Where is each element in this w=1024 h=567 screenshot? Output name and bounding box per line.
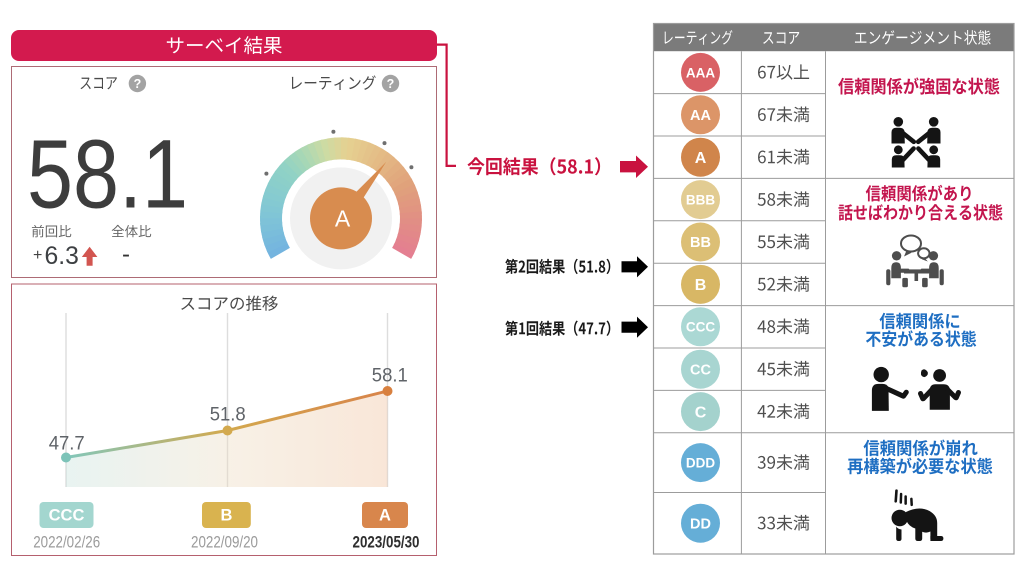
svg-text:2022/09/20: 2022/09/20 — [191, 534, 258, 552]
svg-text:A: A — [695, 150, 707, 167]
svg-text:BB: BB — [690, 235, 711, 251]
svg-text:2022/02/26: 2022/02/26 — [33, 534, 100, 552]
svg-text:AAA: AAA — [686, 65, 715, 80]
svg-text:B: B — [220, 506, 232, 524]
svg-text:?: ? — [134, 77, 142, 91]
svg-text:CCC: CCC — [49, 506, 85, 524]
svg-text:CCC: CCC — [686, 320, 715, 335]
svg-text:2023/05/30: 2023/05/30 — [353, 534, 420, 552]
svg-text:+: + — [33, 247, 42, 264]
svg-text:A: A — [335, 205, 351, 231]
svg-text:C: C — [695, 404, 707, 421]
svg-text:CC: CC — [690, 362, 711, 378]
svg-text:B: B — [695, 277, 707, 294]
svg-text:58.1: 58.1 — [27, 120, 188, 229]
svg-text:A: A — [379, 506, 391, 524]
svg-text:47.7: 47.7 — [49, 434, 85, 455]
svg-text:DDD: DDD — [686, 456, 715, 471]
svg-text:AA: AA — [690, 108, 711, 124]
svg-text:58.1: 58.1 — [372, 366, 408, 387]
svg-text:BBB: BBB — [686, 193, 715, 208]
svg-text:51.8: 51.8 — [210, 405, 246, 426]
svg-text:?: ? — [387, 77, 395, 91]
svg-text:6.3: 6.3 — [45, 243, 79, 270]
svg-text:DD: DD — [690, 517, 711, 533]
svg-text:-: - — [122, 241, 130, 268]
